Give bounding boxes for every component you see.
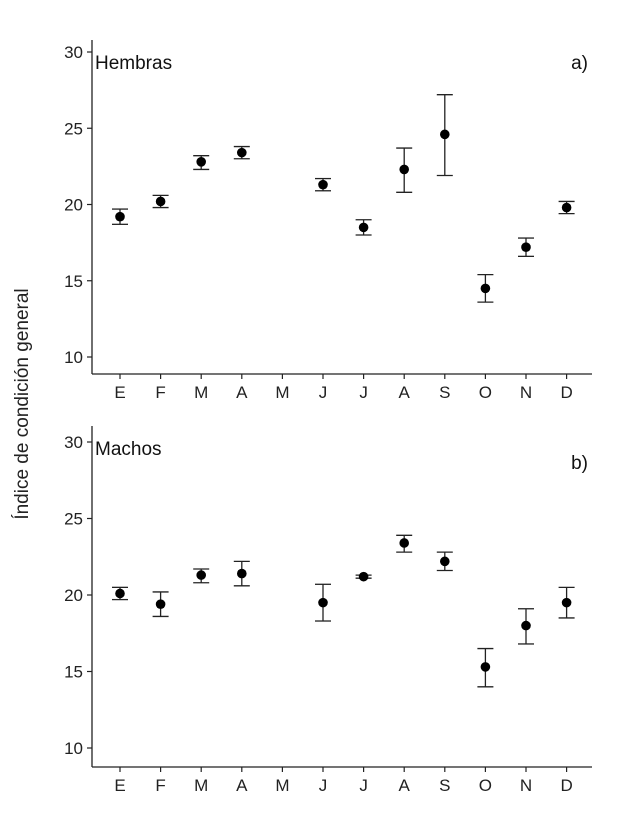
x-tick-label: A [236, 776, 248, 795]
x-tick-label: A [236, 383, 248, 402]
x-tick-label: J [319, 776, 328, 795]
data-point [155, 599, 166, 609]
data-point [155, 196, 166, 207]
x-tick-label: F [155, 776, 165, 795]
x-tick-label: M [194, 776, 208, 795]
x-tick-label: O [479, 776, 492, 795]
data-point [399, 164, 410, 175]
y-tick-label: 20 [64, 586, 83, 605]
x-tick-label: E [114, 383, 125, 402]
data-point [358, 571, 369, 582]
y-tick-label: 25 [64, 510, 83, 529]
x-tick-label: N [520, 776, 532, 795]
panel-letter: b) [571, 453, 588, 474]
y-tick-label: 30 [64, 433, 83, 452]
data-point [521, 242, 531, 252]
x-tick-label: J [359, 776, 368, 795]
data-point [196, 157, 206, 167]
data-point [196, 570, 206, 580]
x-tick-label: F [155, 383, 165, 402]
x-tick-label: S [439, 776, 450, 795]
data-point [318, 179, 328, 190]
data-point [237, 147, 247, 158]
y-tick-label: 15 [64, 663, 83, 682]
y-tick-label: 20 [64, 196, 83, 215]
x-tick-label: O [479, 383, 492, 402]
y-tick-label: 25 [64, 119, 83, 138]
x-tick-label: M [194, 383, 208, 402]
y-tick-label: 15 [64, 272, 83, 291]
data-point [115, 211, 125, 222]
data-point [318, 597, 328, 608]
panel-title: Hembras [95, 53, 172, 74]
panel-hembras: 10 15 20 25 30 E F M A M J J A S O N D Hembras a) [64, 40, 592, 402]
data-point [237, 568, 247, 579]
x-tick-label: D [560, 383, 572, 402]
data-point [440, 129, 450, 140]
data-point [480, 283, 491, 294]
data-point [561, 597, 572, 608]
panel-title: Machos [95, 439, 162, 460]
x-tick-label: A [399, 776, 411, 795]
y-tick-label: 10 [64, 739, 83, 758]
data-point [399, 538, 410, 548]
data-point [521, 620, 531, 631]
x-tick-label: M [275, 383, 289, 402]
x-tick-label: D [560, 776, 572, 795]
y-axis-label: Índice de condición general [12, 288, 33, 519]
x-tick-label: J [359, 383, 368, 402]
x-tick-label: M [275, 776, 289, 795]
y-tick-label: 30 [64, 43, 83, 62]
x-tick-label: A [399, 383, 411, 402]
x-tick-label: S [439, 383, 450, 402]
data-point [480, 662, 491, 672]
y-tick-label: 10 [64, 348, 83, 367]
panel-machos: 10 15 20 25 30 E F M A M J J A S O N D Machos b) [64, 426, 592, 795]
data-point [358, 222, 369, 233]
panel-letter: a) [571, 53, 588, 74]
x-tick-label: E [114, 776, 125, 795]
x-tick-label: J [319, 383, 328, 402]
data-point [440, 556, 450, 567]
data-point [115, 588, 125, 599]
x-tick-label: N [520, 383, 532, 402]
data-point [561, 202, 572, 213]
